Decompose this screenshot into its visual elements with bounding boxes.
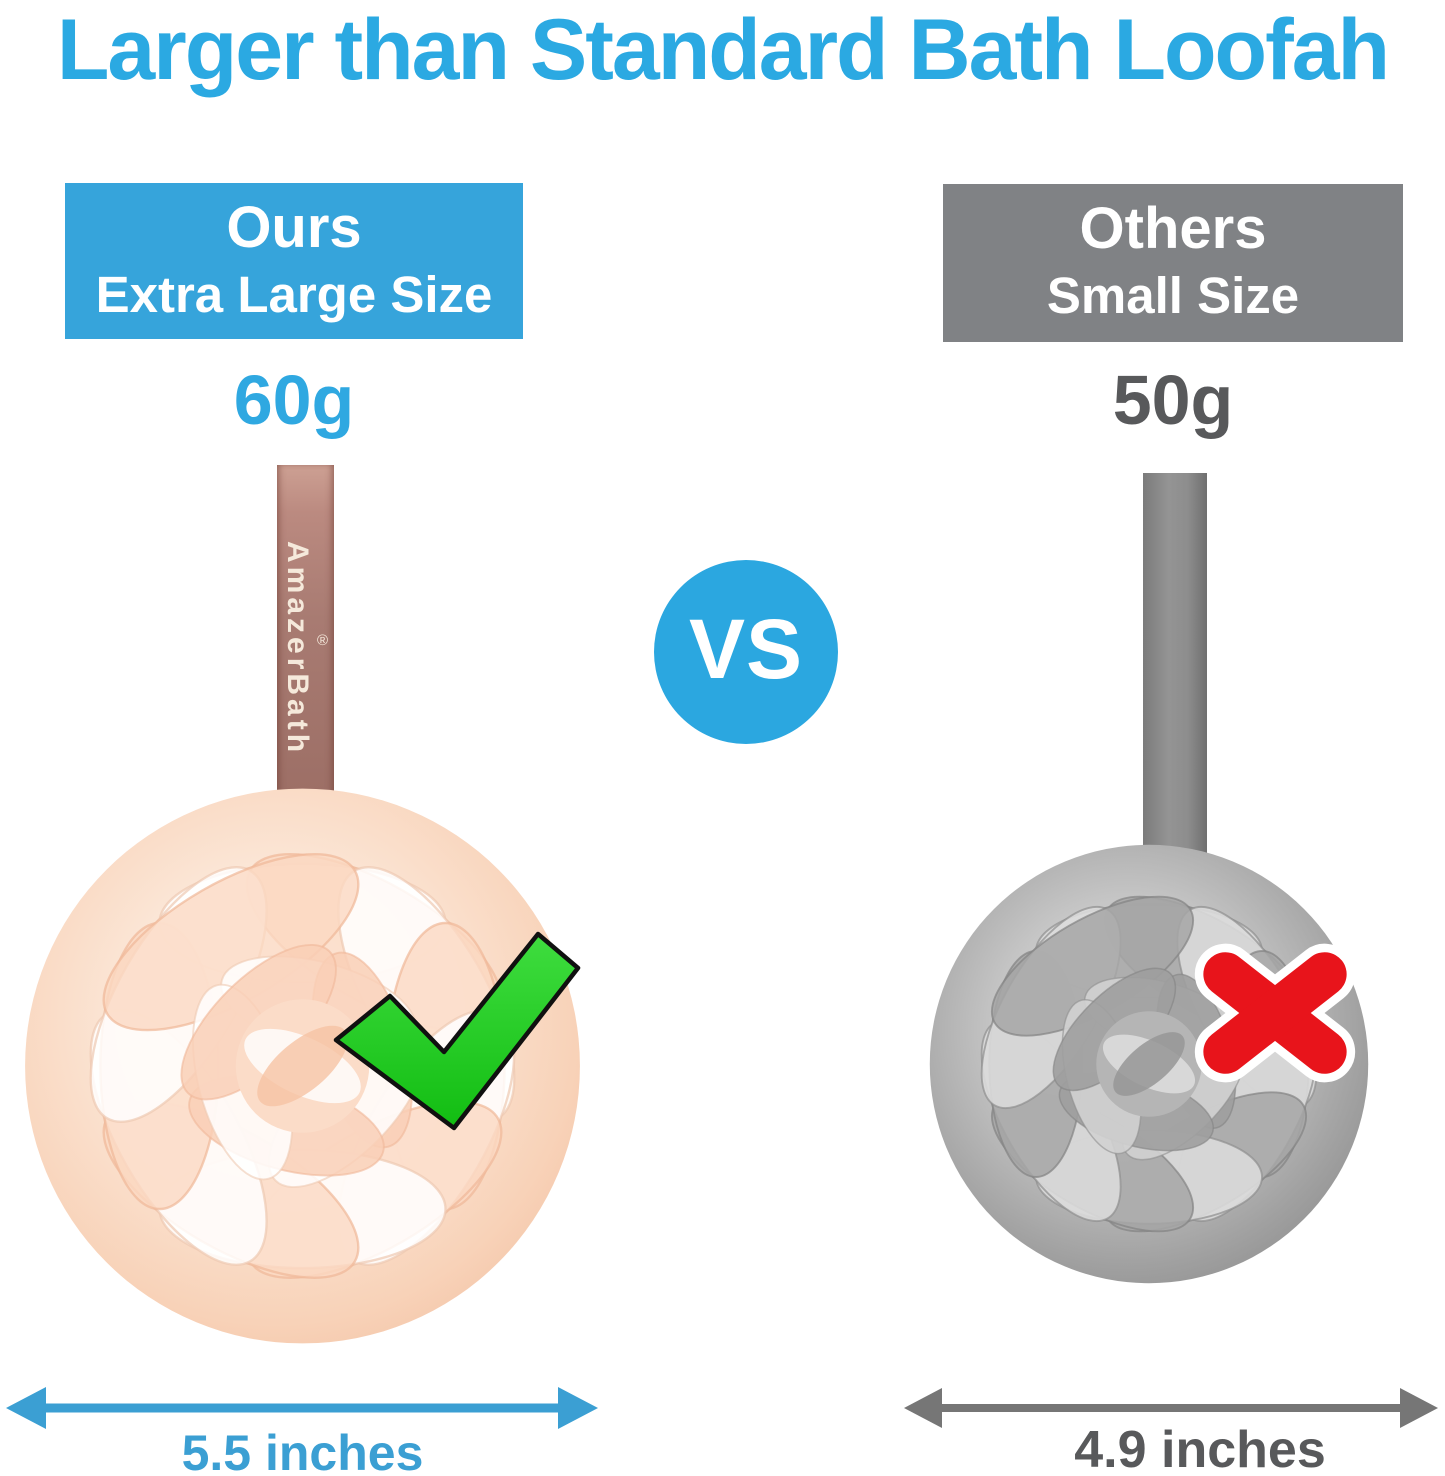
trademark-symbol: ® [314, 631, 331, 649]
vs-badge: VS [654, 560, 838, 744]
hanging-strap [1143, 473, 1207, 903]
others-weight: 50g [1112, 361, 1234, 439]
others-width-arrow [900, 1382, 1442, 1434]
ours-width-arrow [2, 1382, 602, 1434]
others-badge-title: Others [1079, 196, 1267, 261]
ours-badge-title: Ours [226, 195, 362, 260]
others-badge-subtitle: Small Size [1046, 267, 1300, 324]
cross-icon [1178, 934, 1372, 1092]
ours-size-label: 5.5 inches [181, 1425, 424, 1476]
page-title: Larger than Standard Bath Loofah [56, 2, 1390, 98]
brand-ribbon: AmazerBath ® [277, 465, 334, 807]
ours-weight: 60g [233, 361, 355, 439]
ours-badge-subtitle: Extra Large Size [95, 266, 493, 323]
vs-label: VS [688, 601, 804, 696]
others-size-label: 4.9 inches [1074, 1421, 1326, 1476]
checkmark-icon [328, 926, 583, 1136]
loofah-others-image [921, 838, 1377, 1290]
brand-ribbon-label: AmazerBath [281, 541, 314, 757]
ours-badge: Ours Extra Large Size [65, 183, 523, 339]
others-badge: Others Small Size [943, 184, 1403, 342]
